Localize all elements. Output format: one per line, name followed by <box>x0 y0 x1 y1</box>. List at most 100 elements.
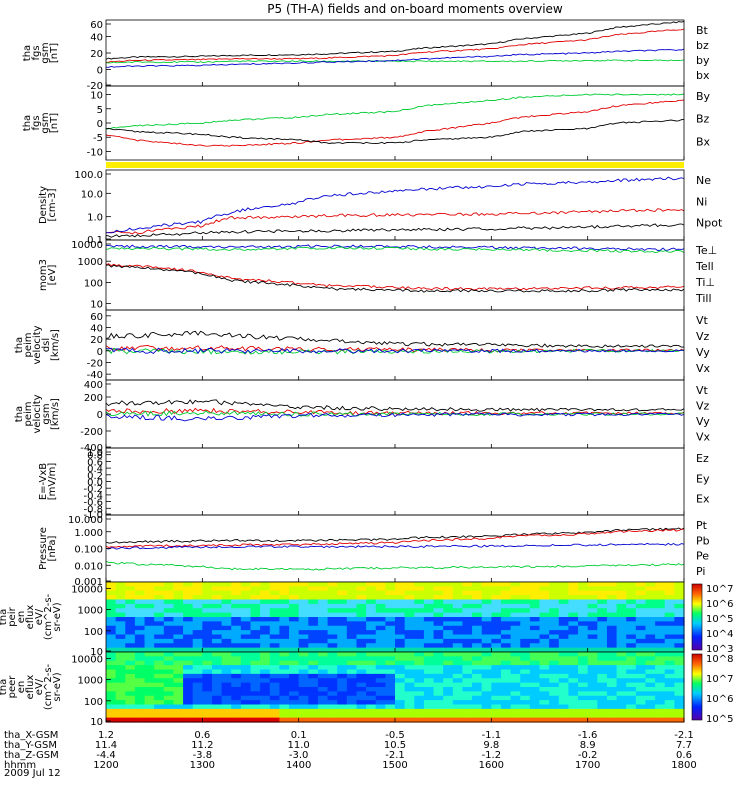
heatmap-cell <box>539 673 550 679</box>
heatmap-cell <box>645 595 656 601</box>
heatmap-cell <box>337 669 348 675</box>
heatmap-cell <box>240 652 252 657</box>
heatmap-cell <box>366 700 377 706</box>
heatmap-cell <box>385 678 396 684</box>
heatmap-cell <box>125 647 136 653</box>
heatmap-cell <box>510 638 521 644</box>
heatmap-cell <box>211 695 223 701</box>
heatmap-cell <box>115 656 126 662</box>
heatmap-cell <box>317 621 329 627</box>
heatmap-cell <box>337 687 348 692</box>
heatmap-cell <box>173 590 184 596</box>
heatmap-cell <box>269 590 280 596</box>
heatmap-cell <box>385 713 396 719</box>
heatmap-cell <box>260 687 271 692</box>
heatmap-cell <box>260 704 271 710</box>
y-tick-label: 100 <box>84 627 103 638</box>
heatmap-cell <box>520 582 531 587</box>
heatmap-cell <box>674 612 685 618</box>
heatmap-cell <box>289 638 300 644</box>
heatmap-cell <box>462 612 473 618</box>
heatmap-cell <box>298 643 309 649</box>
series-line-Bt <box>105 21 685 60</box>
series-line-Pb <box>105 528 685 548</box>
heatmap-cell <box>462 665 473 671</box>
heatmap-cell <box>289 691 300 697</box>
heatmap-cell <box>327 713 338 719</box>
heatmap-cell <box>298 660 309 666</box>
heatmap-cell <box>626 678 637 684</box>
heatmap-cell <box>269 612 280 618</box>
heatmap-cell <box>221 595 232 601</box>
heatmap-cell <box>645 612 656 618</box>
heatmap-cell <box>452 665 464 671</box>
heatmap-cell <box>279 708 290 714</box>
heatmap-cell <box>529 612 541 618</box>
heatmap-cell <box>655 612 666 618</box>
y-tick-label: 1.000 <box>74 528 103 539</box>
heatmap-cell <box>250 586 261 592</box>
heatmap-cell <box>587 656 598 662</box>
heatmap-cell <box>308 621 319 627</box>
heatmap-cell <box>385 695 396 701</box>
heatmap-cell <box>279 700 290 706</box>
heatmap-cell <box>414 625 425 631</box>
heatmap-cell <box>568 595 579 601</box>
heatmap-cell <box>366 708 377 714</box>
heatmap-cell <box>395 695 406 701</box>
heatmap-cell <box>211 586 223 592</box>
heatmap-cell <box>346 691 358 697</box>
heatmap-cell <box>134 590 146 596</box>
heatmap-cell <box>578 647 589 653</box>
heatmap-cell <box>664 687 675 692</box>
heatmap-cell <box>279 638 290 644</box>
heatmap-cell <box>144 652 155 657</box>
heatmap-cell <box>655 673 666 679</box>
heatmap-cell <box>154 634 165 640</box>
heatmap-cell <box>115 608 126 614</box>
heatmap-cell <box>433 586 444 592</box>
heatmap-cell <box>106 682 117 688</box>
heatmap-cell <box>645 682 656 688</box>
heatmap-cell <box>500 691 512 697</box>
heatmap-cell <box>337 713 348 719</box>
heatmap-cell <box>250 634 261 640</box>
heatmap-cell <box>221 673 232 679</box>
heatmap-cell <box>134 682 146 688</box>
x-row-value: 8.9 <box>580 740 596 751</box>
heatmap-cell <box>472 617 483 622</box>
heatmap-cell <box>375 708 386 714</box>
heatmap-cell <box>520 638 531 644</box>
heatmap-cell <box>375 695 386 701</box>
heatmap-cell <box>202 678 213 684</box>
heatmap-cell <box>115 691 126 697</box>
heatmap-cell <box>250 660 261 666</box>
heatmap-cell <box>308 687 319 692</box>
heatmap-cell <box>655 678 666 684</box>
heatmap-cell <box>404 582 415 587</box>
heatmap-cell <box>183 713 194 719</box>
heatmap-cell <box>481 665 492 671</box>
heatmap-cell <box>385 717 396 723</box>
heatmap-cell <box>115 669 126 675</box>
heatmap-cell <box>250 682 261 688</box>
heatmap-cell <box>356 603 367 609</box>
heatmap-cell <box>183 621 194 627</box>
heatmap-cell <box>655 656 666 662</box>
heatmap-cell <box>616 617 627 622</box>
heatmap-cell <box>202 669 213 675</box>
heatmap-cell <box>308 660 319 666</box>
heatmap-cell <box>231 682 242 688</box>
heatmap-cell <box>433 678 444 684</box>
heatmap-cell <box>443 630 454 636</box>
heatmap-cell <box>395 708 406 714</box>
colorbar-tick-label: 10^8 <box>706 654 733 665</box>
heatmap-cell <box>192 617 203 622</box>
heatmap-cell <box>433 713 444 719</box>
y-tick-label: 100 <box>84 697 103 708</box>
heatmap-cell <box>250 652 261 657</box>
heatmap-cell <box>616 647 627 653</box>
heatmap-cell <box>443 582 454 587</box>
heatmap-cell <box>183 608 194 614</box>
heatmap-cell <box>520 625 531 631</box>
